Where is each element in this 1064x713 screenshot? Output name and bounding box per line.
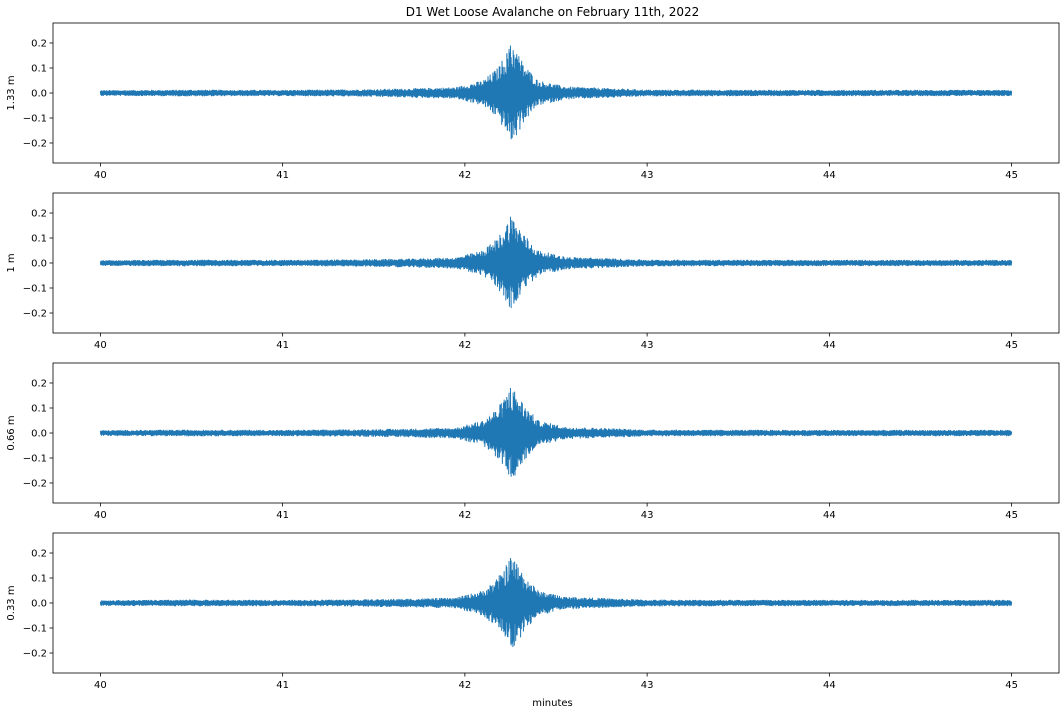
x-tick-label: 40 — [94, 680, 107, 691]
x-tick-label: 40 — [94, 340, 107, 351]
x-tick-label: 41 — [276, 680, 289, 691]
series-line — [99, 387, 1013, 477]
x-tick-label: 45 — [1005, 340, 1018, 351]
series-line — [99, 45, 1013, 140]
x-tick-label: 42 — [459, 510, 472, 521]
chart-title: D1 Wet Loose Avalanche on February 11th,… — [406, 5, 700, 19]
x-tick-label: 44 — [823, 510, 836, 521]
y-tick-label: 0.0 — [31, 89, 47, 100]
y-tick-label: −0.2 — [23, 479, 47, 490]
y-tick-label: 0.2 — [31, 39, 47, 50]
y-tick-label: 0.2 — [31, 379, 47, 390]
x-tick-label: 43 — [641, 510, 654, 521]
x-tick-label: 42 — [459, 340, 472, 351]
y-axis-label: 1.33 m — [6, 75, 17, 110]
y-tick-label: −0.1 — [23, 454, 47, 465]
x-tick-label: 43 — [641, 340, 654, 351]
y-tick-label: 0.0 — [31, 259, 47, 270]
x-tick-label: 45 — [1005, 680, 1018, 691]
y-tick-label: 0.2 — [31, 209, 47, 220]
x-tick-label: 40 — [94, 510, 107, 521]
y-tick-label: −0.1 — [23, 284, 47, 295]
y-tick-label: 0.1 — [31, 234, 47, 245]
x-axis-label: minutes — [532, 698, 572, 709]
subplot-4: −0.2 −0.1 0.0 0.1 0.2 40 41 42 43 44 45 0.33 m — [6, 532, 1060, 691]
y-tick-label: −0.2 — [23, 309, 47, 320]
x-tick-label: 44 — [823, 170, 836, 181]
series-line — [99, 216, 1013, 309]
y-tick-label: 0.2 — [31, 549, 47, 560]
y-tick-label: 0.1 — [31, 64, 47, 75]
y-axis-label: 0.33 m — [6, 585, 17, 620]
x-tick-label: 41 — [276, 170, 289, 181]
y-tick-label: 0.0 — [31, 599, 47, 610]
subplot-1: −0.2 −0.1 0.0 0.1 0.2 40 41 42 43 44 45 1.33 m — [6, 22, 1060, 181]
x-tick-label: 41 — [276, 510, 289, 521]
y-tick-label: −0.2 — [23, 649, 47, 660]
x-tick-label: 42 — [459, 170, 472, 181]
x-tick-label: 40 — [94, 170, 107, 181]
y-tick-label: −0.2 — [23, 139, 47, 150]
x-tick-label: 43 — [641, 170, 654, 181]
y-axis-label: 0.66 m — [6, 415, 17, 450]
y-tick-label: 0.1 — [31, 574, 47, 585]
subplot-3: −0.2 −0.1 0.0 0.1 0.2 40 41 42 43 44 45 0.66 m — [6, 362, 1060, 521]
y-tick-label: −0.1 — [23, 114, 47, 125]
x-tick-label: 41 — [276, 340, 289, 351]
y-tick-label: 0.1 — [31, 404, 47, 415]
y-tick-label: −0.1 — [23, 624, 47, 635]
x-tick-label: 45 — [1005, 170, 1018, 181]
series-line — [99, 557, 1013, 648]
x-tick-label: 43 — [641, 680, 654, 691]
subplot-2: −0.2 −0.1 0.0 0.1 0.2 40 41 42 43 44 45 1 m — [6, 192, 1060, 351]
x-tick-label: 44 — [823, 340, 836, 351]
x-tick-label: 42 — [459, 680, 472, 691]
y-tick-label: 0.0 — [31, 429, 47, 440]
x-tick-label: 45 — [1005, 510, 1018, 521]
y-axis-label: 1 m — [6, 253, 17, 272]
subplot-stack: −0.2−0.10.00.10.240 41 42 43 44 451.33 m−0.2−… — [6, 22, 1060, 691]
x-tick-label: 44 — [823, 680, 836, 691]
